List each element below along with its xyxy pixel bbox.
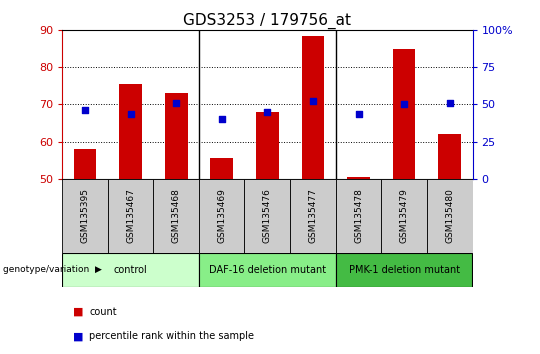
Bar <box>62 253 199 287</box>
Bar <box>290 179 336 253</box>
Bar <box>62 179 107 253</box>
Text: GSM135476: GSM135476 <box>263 188 272 244</box>
Bar <box>210 158 233 179</box>
Text: GSM135479: GSM135479 <box>400 188 409 244</box>
Bar <box>199 179 245 253</box>
Point <box>172 100 180 105</box>
Point <box>400 102 408 107</box>
Text: count: count <box>89 307 117 316</box>
Point <box>126 111 135 116</box>
Bar <box>393 48 415 179</box>
Bar <box>427 179 472 253</box>
Bar <box>73 149 96 179</box>
Bar <box>381 179 427 253</box>
Bar <box>336 253 472 287</box>
Text: GSM135478: GSM135478 <box>354 188 363 244</box>
Text: ■: ■ <box>73 307 83 316</box>
Point <box>218 116 226 122</box>
Text: DAF-16 deletion mutant: DAF-16 deletion mutant <box>209 265 326 275</box>
Bar <box>119 84 142 179</box>
Text: control: control <box>113 265 147 275</box>
Bar <box>256 112 279 179</box>
Text: GSM135469: GSM135469 <box>217 188 226 244</box>
Text: ■: ■ <box>73 331 83 341</box>
Bar <box>165 93 187 179</box>
Bar <box>301 36 325 179</box>
Text: genotype/variation  ▶: genotype/variation ▶ <box>3 266 102 274</box>
Text: GSM135395: GSM135395 <box>80 188 90 244</box>
Point <box>354 111 363 116</box>
Bar <box>438 134 461 179</box>
Point <box>446 100 454 105</box>
Point <box>80 107 89 113</box>
Text: percentile rank within the sample: percentile rank within the sample <box>89 331 254 341</box>
Text: GSM135480: GSM135480 <box>445 188 454 244</box>
Text: GSM135468: GSM135468 <box>172 188 180 244</box>
Bar <box>347 177 370 179</box>
Text: PMK-1 deletion mutant: PMK-1 deletion mutant <box>348 265 460 275</box>
Bar <box>336 179 381 253</box>
Point <box>308 98 317 103</box>
Bar <box>153 179 199 253</box>
Bar <box>107 179 153 253</box>
Bar <box>199 253 336 287</box>
Text: GSM135477: GSM135477 <box>308 188 318 244</box>
Point <box>263 109 272 115</box>
Text: GSM135467: GSM135467 <box>126 188 135 244</box>
Bar <box>245 179 290 253</box>
Title: GDS3253 / 179756_at: GDS3253 / 179756_at <box>183 12 352 29</box>
